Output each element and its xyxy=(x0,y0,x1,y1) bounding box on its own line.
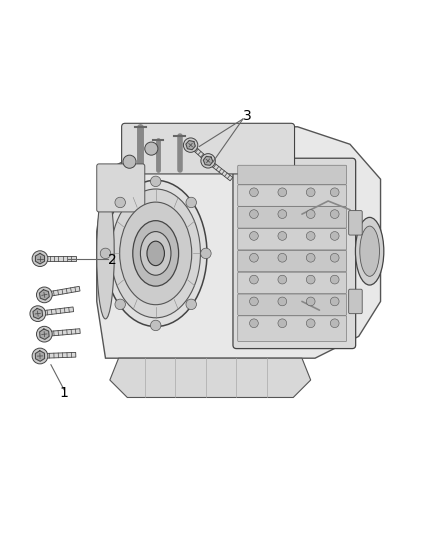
Circle shape xyxy=(145,142,158,155)
Circle shape xyxy=(30,306,46,321)
FancyBboxPatch shape xyxy=(238,229,346,250)
Polygon shape xyxy=(203,156,213,165)
FancyBboxPatch shape xyxy=(349,289,362,313)
Ellipse shape xyxy=(147,241,164,265)
Circle shape xyxy=(250,319,258,328)
Circle shape xyxy=(150,320,161,330)
Ellipse shape xyxy=(360,226,379,276)
Circle shape xyxy=(330,319,339,328)
Circle shape xyxy=(278,210,287,219)
Polygon shape xyxy=(39,290,49,300)
Ellipse shape xyxy=(141,231,171,275)
Circle shape xyxy=(250,275,258,284)
FancyBboxPatch shape xyxy=(238,185,346,206)
Text: 2: 2 xyxy=(108,253,117,267)
Circle shape xyxy=(278,319,287,328)
Circle shape xyxy=(201,248,211,259)
Polygon shape xyxy=(35,253,45,264)
Circle shape xyxy=(306,319,315,328)
FancyBboxPatch shape xyxy=(238,272,346,294)
Polygon shape xyxy=(110,358,311,398)
Circle shape xyxy=(100,248,111,259)
FancyBboxPatch shape xyxy=(238,294,346,316)
Ellipse shape xyxy=(111,189,201,318)
FancyBboxPatch shape xyxy=(349,211,362,235)
Circle shape xyxy=(330,297,339,306)
Circle shape xyxy=(150,176,161,187)
Circle shape xyxy=(278,231,287,240)
FancyBboxPatch shape xyxy=(238,251,346,272)
Circle shape xyxy=(278,275,287,284)
Polygon shape xyxy=(193,147,214,167)
Circle shape xyxy=(250,188,258,197)
Ellipse shape xyxy=(97,188,114,319)
Polygon shape xyxy=(186,141,195,150)
Circle shape xyxy=(306,297,315,306)
Circle shape xyxy=(330,231,339,240)
Polygon shape xyxy=(45,256,76,261)
Circle shape xyxy=(250,297,258,306)
Polygon shape xyxy=(49,286,80,296)
Text: 3: 3 xyxy=(243,109,252,123)
FancyBboxPatch shape xyxy=(238,207,346,228)
Ellipse shape xyxy=(120,202,192,305)
Circle shape xyxy=(306,210,315,219)
Circle shape xyxy=(250,210,258,219)
Polygon shape xyxy=(45,352,76,358)
FancyBboxPatch shape xyxy=(122,123,294,174)
Circle shape xyxy=(115,299,125,310)
Circle shape xyxy=(278,297,287,306)
Circle shape xyxy=(201,154,215,168)
Circle shape xyxy=(330,210,339,219)
Circle shape xyxy=(306,275,315,284)
Polygon shape xyxy=(39,329,49,340)
FancyBboxPatch shape xyxy=(233,158,356,349)
FancyBboxPatch shape xyxy=(97,164,145,212)
Circle shape xyxy=(278,253,287,262)
Circle shape xyxy=(36,287,52,303)
Polygon shape xyxy=(49,329,80,336)
Circle shape xyxy=(250,231,258,240)
Circle shape xyxy=(330,275,339,284)
Polygon shape xyxy=(97,127,381,358)
Text: 1: 1 xyxy=(60,386,68,400)
Ellipse shape xyxy=(104,180,207,327)
Circle shape xyxy=(330,188,339,197)
FancyBboxPatch shape xyxy=(238,165,346,184)
FancyBboxPatch shape xyxy=(238,316,346,342)
Circle shape xyxy=(250,253,258,262)
Ellipse shape xyxy=(133,221,179,286)
Polygon shape xyxy=(33,309,42,319)
Polygon shape xyxy=(35,351,45,361)
Polygon shape xyxy=(43,307,74,316)
Circle shape xyxy=(306,253,315,262)
Circle shape xyxy=(306,231,315,240)
Circle shape xyxy=(36,326,52,342)
Circle shape xyxy=(278,188,287,197)
Circle shape xyxy=(186,299,196,310)
Circle shape xyxy=(306,188,315,197)
Circle shape xyxy=(330,253,339,262)
Polygon shape xyxy=(211,162,233,181)
Circle shape xyxy=(32,348,48,364)
Circle shape xyxy=(123,155,136,168)
Circle shape xyxy=(184,138,198,152)
Circle shape xyxy=(186,197,196,208)
Circle shape xyxy=(115,197,125,208)
Ellipse shape xyxy=(356,217,384,285)
Circle shape xyxy=(32,251,48,266)
